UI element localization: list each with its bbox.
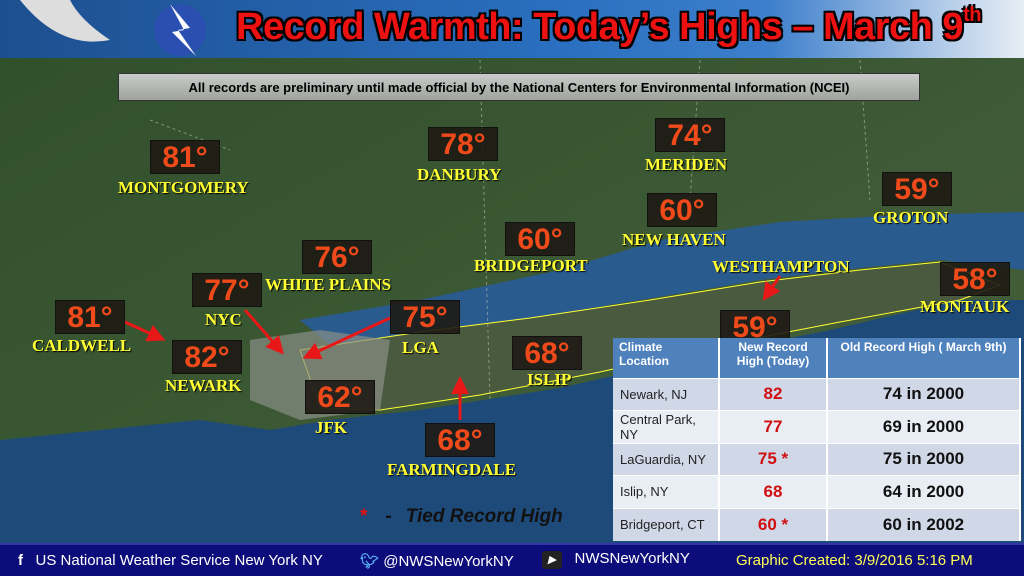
temp-box-farmingdale: 68° — [425, 423, 495, 457]
station-label-jfk: JFK — [315, 418, 348, 437]
station-label-danbury: DANBURY — [417, 165, 502, 184]
temp-box-new-haven: 60° — [647, 193, 717, 227]
table-header: Climate Location New Record High (Today)… — [613, 338, 1021, 378]
temp-box-islip: 68° — [512, 336, 582, 370]
arrow-lga — [302, 316, 391, 360]
youtube-link[interactable]: ▶ NWSNewYorkNY — [542, 550, 690, 569]
table-row: LaGuardia, NY 75 * 75 in 2000 — [613, 442, 1021, 476]
temp-box-jfk: 62° — [305, 380, 375, 414]
temp-box-caldwell: 81° — [55, 300, 125, 334]
station-label-bridgeport: BRIDGEPORT — [474, 256, 588, 275]
temp-box-lga: 75° — [390, 300, 460, 334]
temp-box-groton: 59° — [882, 172, 952, 206]
arrow-caldwell-newark — [124, 320, 166, 342]
youtube-icon: ▶ — [542, 551, 562, 569]
twitter-link[interactable]: 🐦︎ @NWSNewYorkNY — [360, 553, 514, 570]
station-label-farmingdale: FARMINGDALE — [387, 460, 517, 479]
temp-box-white-plains: 76° — [302, 240, 372, 274]
station-label-islip: ISLIP — [527, 370, 572, 389]
nws-noaa-logo — [20, 0, 206, 56]
table-row: Newark, NJ 82 74 in 2000 — [613, 377, 1021, 411]
legend: * - Tied Record High — [360, 506, 563, 527]
twitter-icon: 🐦︎ — [360, 553, 380, 570]
facebook-link[interactable]: f US National Weather Service New York N… — [18, 552, 323, 569]
temp-box-newark: 82° — [172, 340, 242, 374]
station-label-nyc: NYC — [205, 310, 242, 329]
table-row: Bridgeport, CT 60 * 60 in 2002 — [613, 507, 1021, 541]
station-label-caldwell: CALDWELL — [32, 336, 132, 355]
arrow-nyc — [243, 309, 284, 355]
arrows — [124, 275, 782, 420]
temp-box-montauk: 58° — [940, 262, 1010, 296]
temp-box-nyc: 77° — [192, 273, 262, 307]
temp-box-danbury: 78° — [428, 127, 498, 161]
temp-box-bridgeport: 60° — [505, 222, 575, 256]
preliminary-notice: All records are preliminary until made o… — [118, 73, 920, 101]
facebook-icon: f — [18, 552, 23, 569]
station-label-white-plains: WHITE PLAINS — [265, 275, 392, 294]
records-table: Climate Location New Record High (Today)… — [613, 338, 1021, 541]
page-title: Record Warmth: Today’s Highs – March 9th — [236, 4, 981, 48]
long-island-sound — [300, 212, 1024, 345]
table-row: Central Park, NY 77 69 in 2000 — [613, 410, 1021, 443]
station-label-meriden: MERIDEN — [645, 155, 728, 174]
graphic-created: Graphic Created: 3/9/2016 5:16 PM — [736, 552, 973, 569]
table-row: Islip, NY 68 64 in 2000 — [613, 475, 1021, 508]
temp-box-montgomery: 81° — [150, 140, 220, 174]
station-label-montauk: MONTAUK — [920, 297, 1010, 316]
arrow-westhampton — [762, 275, 782, 301]
station-label-newark: NEWARK — [165, 376, 242, 395]
header-banner: Record Warmth: Today’s Highs – March 9th — [0, 0, 1024, 58]
station-label-groton: GROTON — [873, 208, 949, 227]
temp-box-meriden: 74° — [655, 118, 725, 152]
station-label-westhampton: WESTHAMPTON — [712, 257, 850, 276]
station-label-montgomery: MONTGOMERY — [118, 178, 249, 197]
station-label-new-haven: NEW HAVEN — [622, 230, 726, 249]
footer: f US National Weather Service New York N… — [0, 543, 1024, 576]
station-label-lga: LGA — [402, 338, 439, 357]
